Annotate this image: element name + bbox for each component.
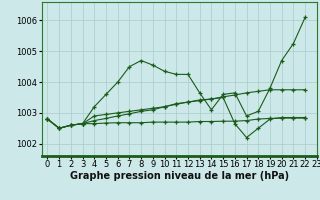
- X-axis label: Graphe pression niveau de la mer (hPa): Graphe pression niveau de la mer (hPa): [70, 171, 289, 181]
